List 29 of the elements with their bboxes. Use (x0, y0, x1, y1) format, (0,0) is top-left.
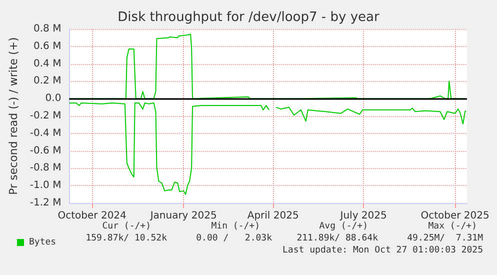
text: 0.00 / 2.03k (196, 234, 273, 244)
text: 159.87k/ 10.52k (86, 234, 168, 244)
y-tick-label: -0.8 M (30, 162, 62, 174)
x-tick-label: October 2025 (420, 210, 490, 222)
y-tick-label: -1.0 M (30, 180, 62, 192)
y-tick-label: 0.0 (45, 93, 62, 104)
text: Last update: Mon Oct 27 01:00:03 2025 (282, 246, 483, 256)
text: 49.25M/ 7.31M (407, 234, 484, 244)
y-tick-label: -0.6 M (30, 145, 62, 156)
y-tick-label: 0.4 M (34, 58, 62, 70)
text: Avg (-/+) (319, 222, 368, 232)
line-series (68, 34, 467, 100)
x-tick-label: July 2025 (339, 210, 387, 222)
y-tick-label: -1.2 M (30, 198, 62, 208)
x-tick-label: October 2024 (58, 210, 126, 222)
x-tick-label: April 2025 (247, 210, 299, 222)
text: Min (-/+) (211, 222, 260, 232)
y-tick-label: -0.2 M (30, 110, 62, 122)
text: Cur (-/+) (102, 222, 152, 232)
y-axis-title: Pr second read (-) / write (+) (7, 37, 20, 195)
text: 211.89k/ 88.64k (296, 234, 379, 244)
legend-label: Bytes (29, 238, 56, 248)
y-tick-label: 0.6 M (34, 40, 62, 52)
chart-title: Disk throughput for /dev/loop7 - by year (118, 10, 380, 25)
x-tick-label: January 2025 (149, 210, 217, 222)
y-tick-label: -0.4 M (30, 128, 62, 139)
y-tick-label: 0.2 M (34, 76, 62, 87)
y-tick-label: 0.8 M (34, 24, 62, 34)
text: Max (-/+) (428, 222, 478, 232)
